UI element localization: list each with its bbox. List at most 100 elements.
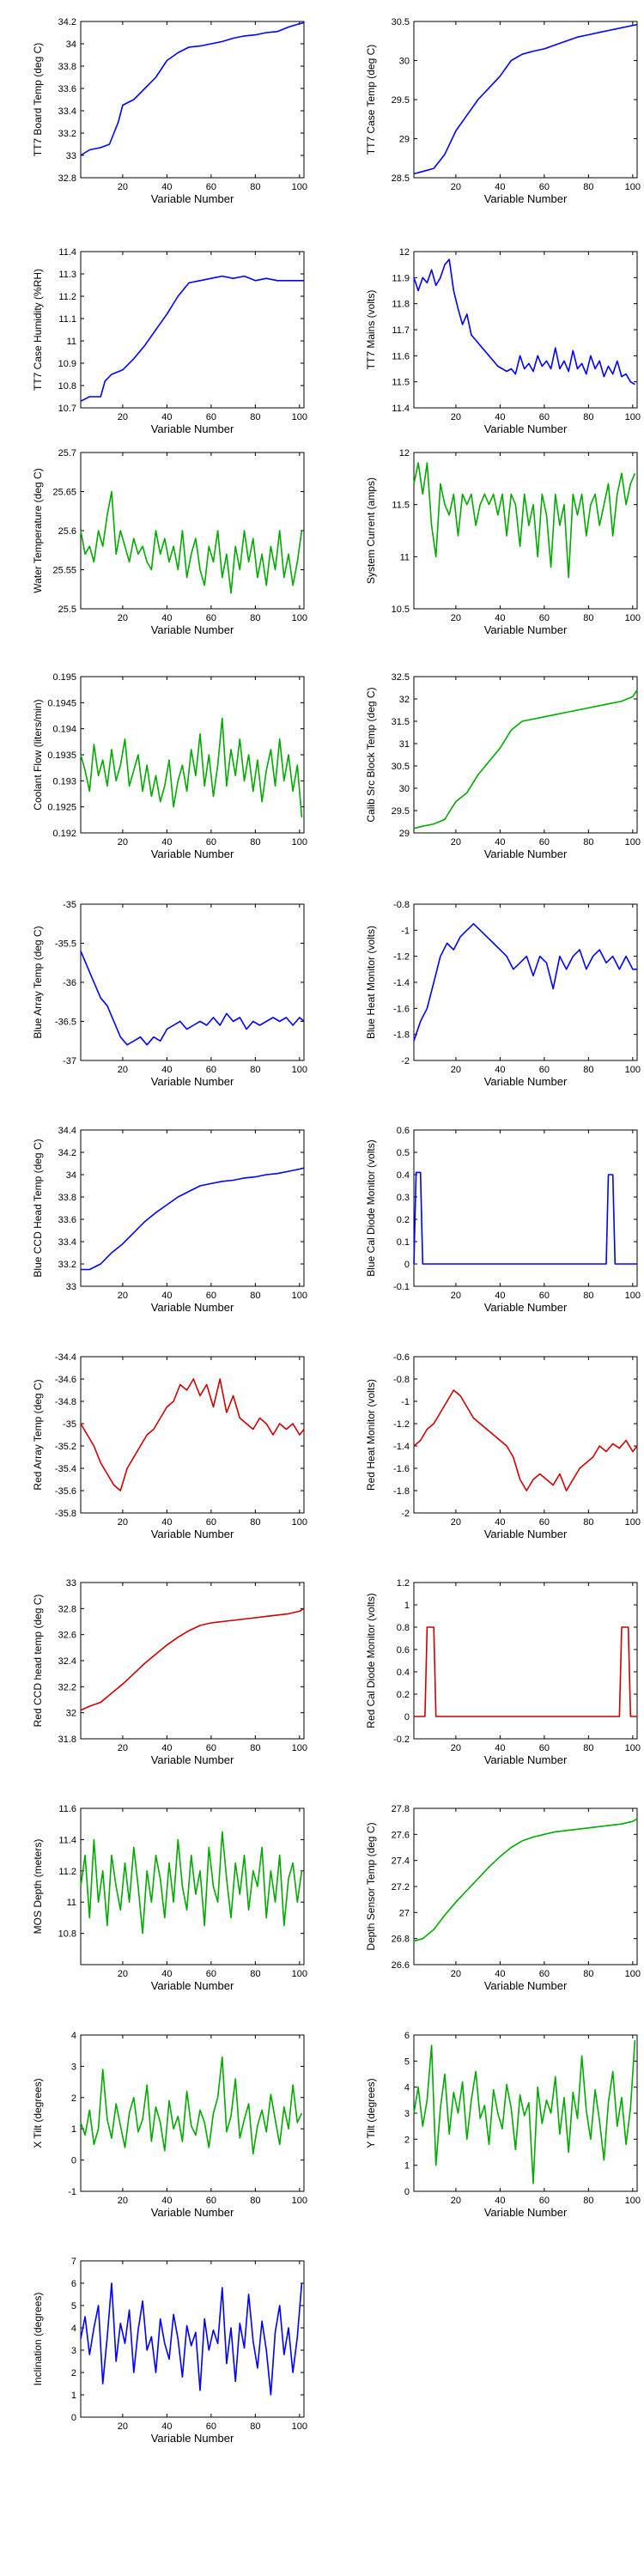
y-tick-label: 0.6 (397, 1645, 410, 1656)
x-axis-label: Variable Number (484, 2206, 568, 2219)
y-tick-label: 33 (66, 151, 76, 161)
x-tick-label: 20 (451, 1969, 461, 1979)
x-axis-label: Variable Number (484, 1753, 568, 1766)
y-tick-label: 11.8 (392, 300, 410, 310)
series-line (80, 1378, 305, 1492)
series-line (413, 1818, 638, 1942)
x-tick-label: 100 (625, 1517, 641, 1528)
series-line (80, 951, 305, 1046)
series-line (80, 1607, 305, 1711)
y-tick-label: 6 (404, 2031, 410, 2041)
y-tick-label: 33.4 (58, 1237, 76, 1248)
x-tick-label: 40 (161, 412, 172, 422)
x-tick-label: 40 (161, 1969, 172, 1979)
x-axis-label: Variable Number (484, 1301, 568, 1314)
axes-box (80, 903, 305, 1061)
x-axis-label: Variable Number (151, 2432, 234, 2445)
y-tick-label: 11 (400, 552, 410, 562)
y-axis-label: Blue Array Temp (deg C) (32, 926, 44, 1038)
y-tick-label: -35.5 (55, 939, 76, 950)
y-tick-label: 30.5 (392, 17, 410, 27)
y-axis-label: Blue Heat Monitor (volts) (365, 926, 377, 1039)
y-tick-label: 29 (399, 135, 410, 145)
x-tick-label: 80 (250, 182, 260, 192)
y-tick-label: 33.6 (58, 84, 76, 94)
y-tick-label: 25.65 (52, 488, 76, 498)
y-tick-label: -36.5 (55, 1018, 76, 1028)
y-axis-label: System Current (amps) (365, 477, 377, 584)
x-tick-label: 20 (451, 412, 461, 422)
x-tick-label: 20 (118, 1969, 128, 1979)
x-tick-label: 40 (495, 1517, 505, 1528)
y-tick-label: 33.8 (58, 62, 76, 72)
y-tick-label: -1.6 (393, 1004, 410, 1014)
x-tick-label: 60 (206, 1517, 216, 1528)
x-tick-label: 40 (161, 182, 172, 192)
x-tick-label: 100 (292, 182, 307, 192)
x-axis-label: Variable Number (151, 2206, 234, 2219)
y-tick-label: 1 (71, 2391, 76, 2401)
y-tick-label: 11.4 (58, 247, 76, 258)
x-axis-label: Variable Number (151, 1075, 234, 1088)
x-tick-label: 100 (292, 1517, 307, 1528)
x-tick-label: 100 (292, 2196, 307, 2206)
x-tick-label: 20 (118, 1291, 128, 1301)
y-tick-label: 32.6 (58, 1631, 76, 1641)
x-tick-label: 40 (495, 1969, 505, 1979)
chart-panel-7: 20 40 60 80 100 0.192 0.1925 0.193 0.1935 0.194 0.… (32, 672, 307, 860)
y-tick-label: 33 (66, 1282, 76, 1292)
x-tick-label: 20 (118, 1065, 128, 1075)
y-tick-label: 29.5 (392, 806, 410, 817)
series-line (80, 1831, 303, 1935)
x-tick-label: 60 (206, 2421, 216, 2432)
y-tick-label: 34.2 (58, 1148, 76, 1158)
y-tick-label: 11.5 (392, 501, 410, 511)
x-tick-label: 60 (539, 1291, 550, 1301)
x-tick-label: 60 (206, 1291, 216, 1301)
y-tick-label: -36 (63, 978, 76, 988)
series-line (413, 923, 637, 1042)
x-axis-label: Variable Number (484, 192, 568, 205)
y-tick-label: 0.192 (52, 829, 76, 839)
y-tick-label: 33.2 (58, 129, 76, 139)
y-tick-label: 0.1945 (47, 698, 76, 708)
axes-box (413, 452, 638, 610)
y-tick-label: -1 (401, 926, 410, 936)
y-tick-label: 11.3 (58, 270, 76, 280)
x-tick-label: 20 (451, 1743, 461, 1753)
x-axis-label: Variable Number (484, 848, 568, 860)
x-tick-label: 20 (451, 1517, 461, 1528)
y-tick-label: 4 (404, 2083, 410, 2093)
y-axis-label: Coolant Flow (liters/min) (32, 699, 44, 810)
y-tick-label: 0 (71, 2156, 76, 2166)
x-tick-label: 60 (206, 412, 216, 422)
chart-panel-21: 20 40 60 80 100 0 1 2 3 4 5 6 7 Variable Number Inclin… (32, 2257, 307, 2445)
x-tick-label: 60 (539, 412, 550, 422)
y-tick-label: 25.55 (52, 566, 76, 576)
x-tick-label: 60 (539, 182, 550, 192)
x-tick-label: 20 (118, 1517, 128, 1528)
y-tick-label: -0.8 (393, 1375, 410, 1385)
series-line (80, 717, 303, 817)
y-axis-label: Blue Cal Diode Monitor (volts) (365, 1139, 377, 1276)
chart-panel-10: 20 40 60 80 100 -2 -1.8 -1.6 -1.4 -1.2 -1 -0.8 Varia… (365, 900, 641, 1088)
y-tick-label: 10.5 (392, 605, 410, 615)
y-tick-label: 10.8 (58, 381, 76, 392)
x-axis-label: Variable Number (151, 1753, 234, 1766)
x-tick-label: 40 (495, 182, 505, 192)
x-tick-label: 80 (583, 2196, 593, 2206)
axes-box (413, 676, 638, 834)
x-axis-label: Variable Number (151, 1979, 234, 1992)
x-tick-label: 60 (206, 1065, 216, 1075)
y-tick-label: 11.5 (392, 378, 410, 388)
x-tick-label: 80 (250, 1517, 260, 1528)
chart-panel-12: 20 40 60 80 100 -0.1 0 0.1 0.2 0.3 0.4 0.5 0.6 Variab… (365, 1126, 641, 1314)
y-axis-label: Red Array Temp (deg C) (32, 1379, 44, 1490)
y-tick-label: -37 (63, 1056, 76, 1066)
y-tick-label: 2 (71, 2368, 76, 2379)
series-line (81, 1167, 305, 1271)
x-tick-label: 60 (206, 613, 216, 623)
chart-panel-20: 20 40 60 80 100 0 1 2 3 4 5 6 Variable Number Y Tilt … (365, 2031, 641, 2219)
x-tick-label: 40 (495, 837, 505, 848)
